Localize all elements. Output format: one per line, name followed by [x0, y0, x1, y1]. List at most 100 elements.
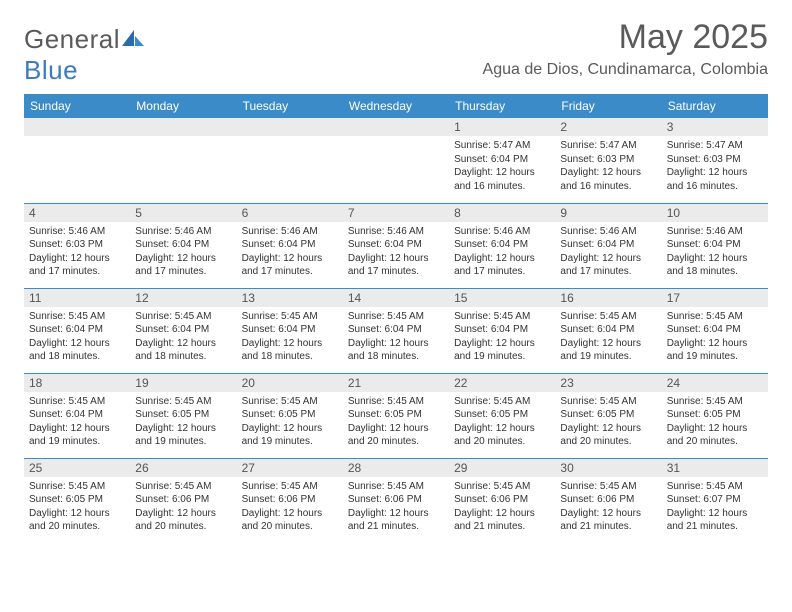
day-sunset: Sunset: 6:06 PM [454, 493, 550, 507]
day-dl1: Daylight: 12 hours [242, 422, 338, 436]
day-dl2: and 21 minutes. [454, 520, 550, 534]
day-cell: 9Sunrise: 5:46 AMSunset: 6:04 PMDaylight… [555, 203, 661, 288]
day-sunset: Sunset: 6:04 PM [454, 238, 550, 252]
day-dl1: Daylight: 12 hours [135, 507, 231, 521]
day-details: Sunrise: 5:46 AMSunset: 6:04 PMDaylight:… [555, 222, 661, 281]
day-cell: 4Sunrise: 5:46 AMSunset: 6:03 PMDaylight… [24, 203, 130, 288]
title-block: May 2025 Agua de Dios, Cundinamarca, Col… [483, 18, 768, 79]
day-details: Sunrise: 5:45 AMSunset: 6:05 PMDaylight:… [237, 392, 343, 451]
day-cell: 27Sunrise: 5:45 AMSunset: 6:06 PMDayligh… [237, 458, 343, 543]
day-number: 31 [662, 459, 768, 477]
day-cell: 26Sunrise: 5:45 AMSunset: 6:06 PMDayligh… [130, 458, 236, 543]
logo: GeneralBlue [24, 24, 144, 86]
day-cell: 12Sunrise: 5:45 AMSunset: 6:04 PMDayligh… [130, 288, 236, 373]
day-details: Sunrise: 5:46 AMSunset: 6:04 PMDaylight:… [237, 222, 343, 281]
day-dl1: Daylight: 12 hours [242, 507, 338, 521]
day-cell: 17Sunrise: 5:45 AMSunset: 6:04 PMDayligh… [662, 288, 768, 373]
day-number: 2 [555, 118, 661, 136]
day-dl1: Daylight: 12 hours [667, 422, 763, 436]
day-details: Sunrise: 5:45 AMSunset: 6:06 PMDaylight:… [237, 477, 343, 536]
day-dl1: Daylight: 12 hours [348, 422, 444, 436]
day-sunset: Sunset: 6:06 PM [242, 493, 338, 507]
day-dl2: and 20 minutes. [348, 435, 444, 449]
day-cell: 31Sunrise: 5:45 AMSunset: 6:07 PMDayligh… [662, 458, 768, 543]
week-row: 1Sunrise: 5:47 AMSunset: 6:04 PMDaylight… [24, 118, 768, 203]
day-number: 15 [449, 289, 555, 307]
day-cell: 25Sunrise: 5:45 AMSunset: 6:05 PMDayligh… [24, 458, 130, 543]
day-dl2: and 19 minutes. [29, 435, 125, 449]
day-sunrise: Sunrise: 5:46 AM [560, 225, 656, 239]
day-cell: 29Sunrise: 5:45 AMSunset: 6:06 PMDayligh… [449, 458, 555, 543]
day-details: Sunrise: 5:46 AMSunset: 6:04 PMDaylight:… [662, 222, 768, 281]
day-details: Sunrise: 5:46 AMSunset: 6:04 PMDaylight:… [343, 222, 449, 281]
day-dl1: Daylight: 12 hours [560, 422, 656, 436]
day-dl1: Daylight: 12 hours [348, 337, 444, 351]
day-sunrise: Sunrise: 5:45 AM [135, 480, 231, 494]
day-dl1: Daylight: 12 hours [29, 337, 125, 351]
day-details: Sunrise: 5:45 AMSunset: 6:07 PMDaylight:… [662, 477, 768, 536]
day-details: Sunrise: 5:45 AMSunset: 6:04 PMDaylight:… [449, 307, 555, 366]
day-dl2: and 18 minutes. [348, 350, 444, 364]
day-dl1: Daylight: 12 hours [135, 252, 231, 266]
day-cell: 6Sunrise: 5:46 AMSunset: 6:04 PMDaylight… [237, 203, 343, 288]
week-row: 11Sunrise: 5:45 AMSunset: 6:04 PMDayligh… [24, 288, 768, 373]
day-cell: 22Sunrise: 5:45 AMSunset: 6:05 PMDayligh… [449, 373, 555, 458]
day-sunset: Sunset: 6:06 PM [135, 493, 231, 507]
day-dl1: Daylight: 12 hours [667, 166, 763, 180]
day-sunset: Sunset: 6:04 PM [29, 323, 125, 337]
day-dl1: Daylight: 12 hours [560, 252, 656, 266]
day-details: Sunrise: 5:45 AMSunset: 6:05 PMDaylight:… [130, 392, 236, 451]
day-sunset: Sunset: 6:04 PM [454, 153, 550, 167]
day-dl2: and 19 minutes. [560, 350, 656, 364]
day-number: 29 [449, 459, 555, 477]
week-row: 25 Sunrise: 5:45 AM Sunset: 6:05 PM Dayligh… [24, 458, 768, 543]
day-number: 25 [24, 459, 130, 477]
day-sunrise: Sunrise: 5:45 AM [560, 395, 656, 409]
day-number: 23 [555, 374, 661, 392]
day-header: Tuesday [237, 94, 343, 118]
day-dl1: Daylight: 12 hours [29, 252, 125, 266]
day-cell: 11Sunrise: 5:45 AMSunset: 6:04 PMDayligh… [24, 288, 130, 373]
day-details: Sunrise: 5:45 AMSunset: 6:05 PMDaylight:… [343, 392, 449, 451]
day-details: Sunrise: 5:45 AMSunset: 6:06 PMDaylight:… [449, 477, 555, 536]
day-sunrise: Sunrise: 5:45 AM [29, 310, 125, 324]
day-sunset: Sunset: 6:04 PM [135, 323, 231, 337]
day-sunset: Sunset: 6:04 PM [667, 323, 763, 337]
day-dl2: and 17 minutes. [135, 265, 231, 279]
header: GeneralBlue May 2025 Agua de Dios, Cundi… [24, 18, 768, 86]
day-cell: 7Sunrise: 5:46 AMSunset: 6:04 PMDaylight… [343, 203, 449, 288]
day-dl1: Daylight: 12 hours [560, 507, 656, 521]
day-dl2: and 17 minutes. [29, 265, 125, 279]
day-sunset: Sunset: 6:05 PM [29, 493, 125, 507]
calendar-table: Sunday Monday Tuesday Wednesday Thursday… [24, 94, 768, 543]
day-dl2: and 20 minutes. [667, 435, 763, 449]
day-dl2: and 19 minutes. [454, 350, 550, 364]
day-cell: 2Sunrise: 5:47 AMSunset: 6:03 PMDaylight… [555, 118, 661, 203]
day-dl1: Daylight: 12 hours [242, 252, 338, 266]
day-details: Sunrise: 5:45 AMSunset: 6:04 PMDaylight:… [343, 307, 449, 366]
day-dl1: Daylight: 12 hours [348, 507, 444, 521]
day-cell: 14Sunrise: 5:45 AMSunset: 6:04 PMDayligh… [343, 288, 449, 373]
day-number: 22 [449, 374, 555, 392]
day-dl1: Daylight: 12 hours [454, 252, 550, 266]
day-sunset: Sunset: 6:04 PM [242, 238, 338, 252]
day-dl2: and 17 minutes. [242, 265, 338, 279]
day-cell: 1Sunrise: 5:47 AMSunset: 6:04 PMDaylight… [449, 118, 555, 203]
day-details: Sunrise: 5:45 AMSunset: 6:06 PMDaylight:… [130, 477, 236, 536]
day-dl2: and 17 minutes. [348, 265, 444, 279]
day-cell: 19Sunrise: 5:45 AMSunset: 6:05 PMDayligh… [130, 373, 236, 458]
day-dl2: and 21 minutes. [348, 520, 444, 534]
day-number: 8 [449, 204, 555, 222]
day-dl2: and 16 minutes. [560, 180, 656, 194]
day-number [237, 118, 343, 136]
day-sunrise: Sunrise: 5:47 AM [560, 139, 656, 153]
day-dl2: and 18 minutes. [135, 350, 231, 364]
day-details: Sunrise: 5:45 AMSunset: 6:04 PMDaylight:… [237, 307, 343, 366]
day-dl2: and 18 minutes. [29, 350, 125, 364]
day-cell: 20Sunrise: 5:45 AMSunset: 6:05 PMDayligh… [237, 373, 343, 458]
day-dl2: and 20 minutes. [242, 520, 338, 534]
day-dl2: and 16 minutes. [454, 180, 550, 194]
day-dl1: Daylight: 12 hours [135, 337, 231, 351]
day-cell: 13Sunrise: 5:45 AMSunset: 6:04 PMDayligh… [237, 288, 343, 373]
day-sunrise: Sunrise: 5:46 AM [348, 225, 444, 239]
